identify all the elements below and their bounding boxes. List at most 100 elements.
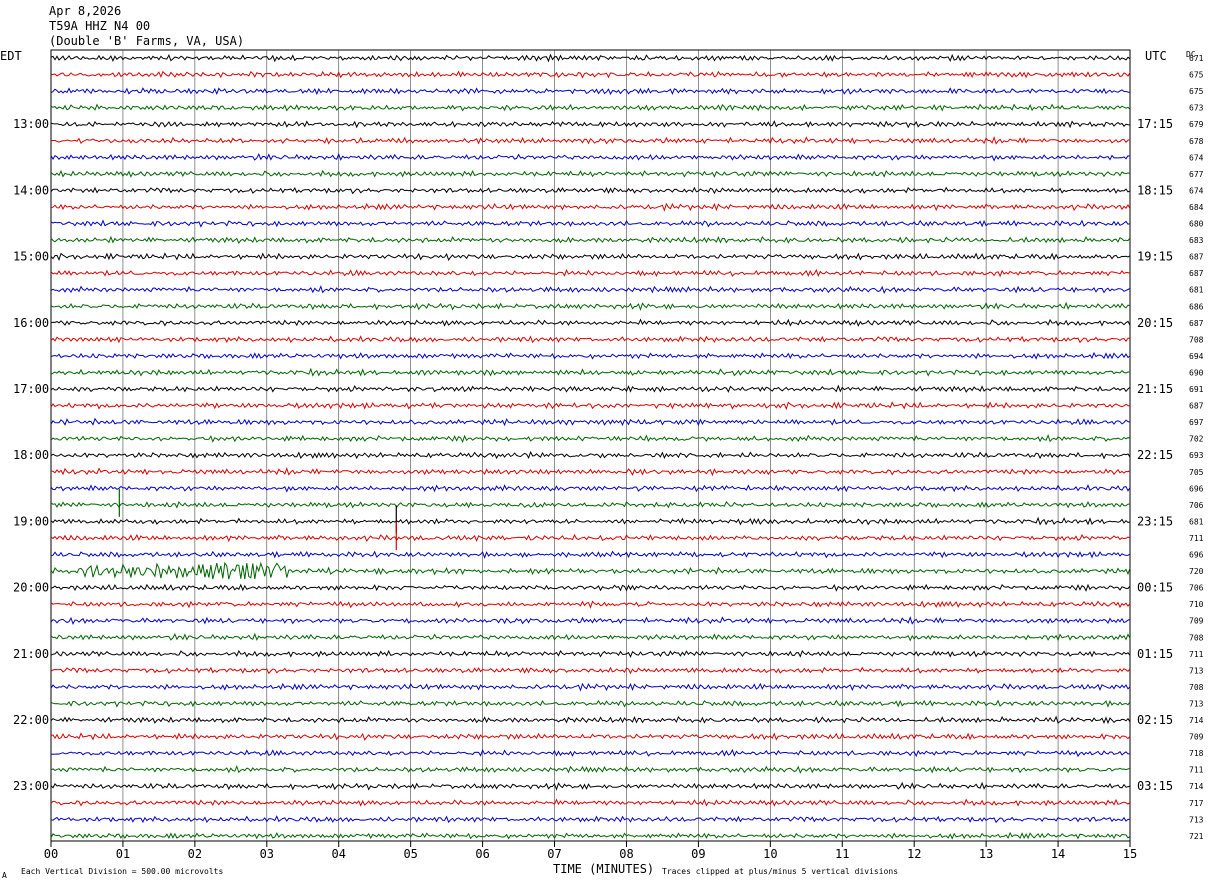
trace-line <box>50 367 1131 377</box>
x-tick-label: 08 <box>619 847 633 861</box>
dc-offset-label: 675 <box>1189 87 1204 96</box>
dc-offset-label: 683 <box>1189 236 1204 245</box>
left-hour-label: 15:00 <box>13 250 49 264</box>
x-axis-label: TIME (MINUTES) <box>553 862 654 876</box>
dc-offset-label: 713 <box>1189 666 1204 675</box>
dc-offset-label: 684 <box>1189 203 1204 212</box>
trace-line <box>50 169 1131 178</box>
trace-line <box>50 550 1131 560</box>
left-hour-label: 23:00 <box>13 779 49 793</box>
right-hour-label: 02:15 <box>1137 713 1173 727</box>
x-tick-label: 10 <box>763 847 777 861</box>
dc-offset-label: 710 <box>1189 600 1204 609</box>
trace-line <box>50 583 1131 592</box>
dc-offset-label: 690 <box>1189 368 1204 377</box>
trace-line <box>50 615 1131 626</box>
trace-line <box>50 152 1131 162</box>
trace-line <box>50 516 1131 526</box>
trace-line <box>50 561 1131 580</box>
trace-line <box>50 433 1131 443</box>
x-tick-label: 04 <box>332 847 346 861</box>
trace-line <box>50 533 1131 543</box>
right-hour-label: 18:15 <box>1137 183 1173 197</box>
trace-line <box>50 268 1131 278</box>
left-hour-label: 13:00 <box>13 117 49 131</box>
x-tick-label: 12 <box>907 847 921 861</box>
dc-offset-label: 717 <box>1189 799 1204 808</box>
x-tick-label: 00 <box>44 847 58 861</box>
x-tick-label: 14 <box>1051 847 1065 861</box>
right-hour-label: 00:15 <box>1137 581 1173 595</box>
left-hour-label: 16:00 <box>13 316 49 330</box>
clip-note: Traces clipped at plus/minus 5 vertical … <box>662 867 898 876</box>
trace-line <box>50 632 1131 642</box>
scale-note: Each Vertical Division = 500.00 microvol… <box>21 867 223 876</box>
left-hour-label: 21:00 <box>13 647 49 661</box>
dc-offset-label: 687 <box>1189 402 1204 411</box>
trace-line <box>50 748 1131 758</box>
left-hour-label: 17:00 <box>13 382 49 396</box>
left-zone-label: EDT <box>0 49 22 63</box>
right-hour-label: 22:15 <box>1137 448 1173 462</box>
trace-line <box>50 600 1131 609</box>
trace-line <box>50 500 1130 509</box>
dc-offset-label: 677 <box>1189 170 1204 179</box>
left-hour-label: 14:00 <box>13 183 49 197</box>
trace-line <box>50 285 1131 295</box>
x-tick-label: 05 <box>403 847 417 861</box>
dc-offset-label: 681 <box>1189 517 1204 526</box>
dc-offset-label: 721 <box>1189 832 1204 841</box>
trace-line <box>50 301 1131 312</box>
left-hour-label: 18:00 <box>13 448 49 462</box>
x-tick-label: 15 <box>1123 847 1137 861</box>
trace-line <box>50 666 1131 675</box>
header-station: T59A HHZ N4 00 <box>49 19 151 33</box>
dc-offset-label: 691 <box>1189 385 1204 394</box>
trace-line <box>50 417 1131 427</box>
dc-offset-label: 714 <box>1189 716 1204 725</box>
trace-line <box>50 335 1130 344</box>
trace-line <box>50 252 1131 262</box>
left-hour-label: 20:00 <box>13 581 49 595</box>
dc-offset-label: 720 <box>1189 567 1204 576</box>
trace-line <box>50 53 1131 63</box>
dc-offset-label: 711 <box>1189 650 1204 659</box>
chart-grid: 00 01 02 03 04 05 06 07 08 09 10 11 12 13 14 15 <box>44 49 1137 861</box>
dc-offset-label: 718 <box>1189 749 1204 758</box>
x-tick-label: 01 <box>116 847 130 861</box>
x-tick-label: 13 <box>979 847 993 861</box>
dc-label: DC <box>1186 50 1196 59</box>
trace-line <box>50 764 1131 774</box>
dc-offset-label: 687 <box>1189 319 1204 328</box>
trace-line <box>50 699 1131 708</box>
dc-offset-label: 696 <box>1189 484 1204 493</box>
trace-line <box>50 715 1131 725</box>
x-tick-label: 02 <box>188 847 202 861</box>
trace-line <box>50 70 1131 79</box>
right-zone-label: UTC <box>1145 49 1167 63</box>
dc-offset-label: 708 <box>1189 335 1204 344</box>
trace-line <box>50 87 1131 96</box>
dc-offset-label: 680 <box>1189 220 1204 229</box>
x-tick-label: 06 <box>475 847 489 861</box>
dc-offset-label: 702 <box>1189 435 1204 444</box>
trace-group: 671 675 675 673 679 678 674 677 674 684 680 683 687 6… <box>50 53 1204 841</box>
x-tick-label: 09 <box>691 847 705 861</box>
trace-line <box>50 649 1131 658</box>
right-hour-label: 17:15 <box>1137 117 1173 131</box>
dc-offset-label: 696 <box>1189 551 1204 560</box>
left-hour-label: 19:00 <box>13 514 49 528</box>
dc-offset-label: 709 <box>1189 733 1204 742</box>
trace-line <box>50 103 1131 112</box>
header-location: (Double 'B' Farms, VA, USA) <box>49 34 245 48</box>
dc-offset-label: 686 <box>1189 302 1204 311</box>
trace-line <box>50 135 1131 145</box>
dc-offset-label: 679 <box>1189 120 1204 129</box>
dc-offset-label: 675 <box>1189 71 1204 80</box>
right-hour-label: 20:15 <box>1137 316 1173 330</box>
x-tick-label: 03 <box>260 847 274 861</box>
trace-line <box>50 401 1131 411</box>
right-hour-label: 19:15 <box>1137 250 1173 264</box>
dc-offset-label: 706 <box>1189 584 1204 593</box>
dc-offset-label: 671 <box>1189 54 1204 63</box>
